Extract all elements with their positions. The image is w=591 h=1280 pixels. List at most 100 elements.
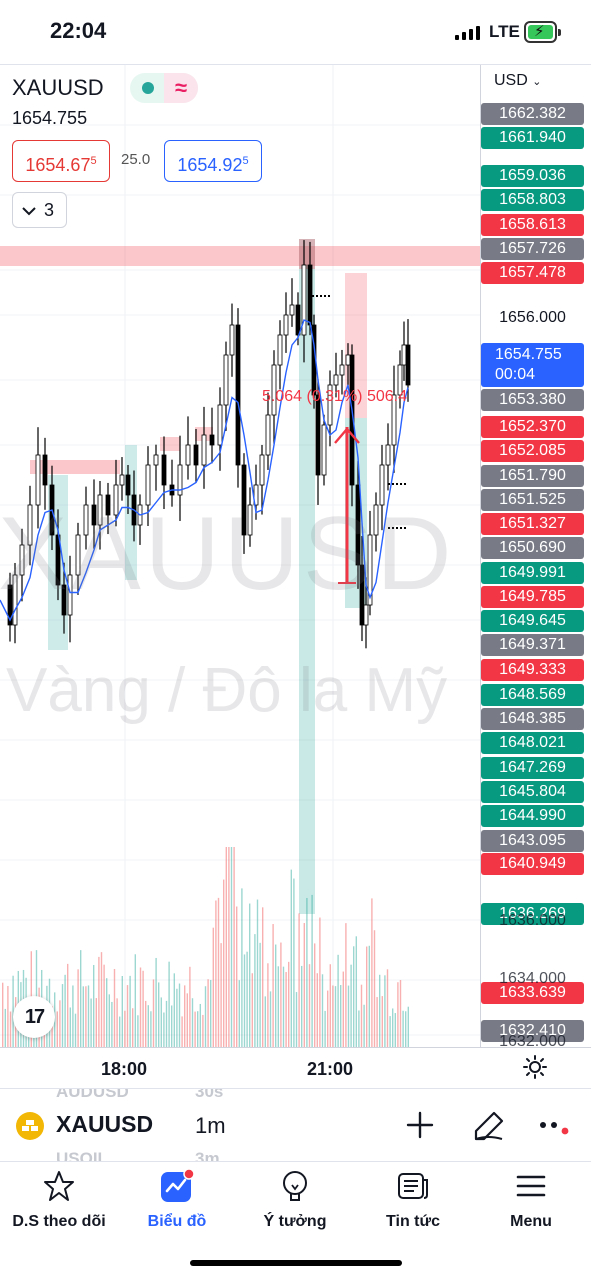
candle-body <box>333 374 339 386</box>
price-tag: 1652.085 <box>481 440 584 462</box>
price-tag: 1657.478 <box>481 262 584 284</box>
bar-countdown: 00:04 <box>495 366 536 383</box>
price-tag: 1649.991 <box>481 562 584 584</box>
supply-zone <box>160 437 180 451</box>
menu-icon <box>514 1169 548 1203</box>
candle-body <box>75 534 81 576</box>
add-icon[interactable] <box>404 1109 436 1141</box>
volume-bar <box>93 964 95 1047</box>
tab-ideas[interactable]: Ý tưởng <box>236 1169 354 1231</box>
volume-bar <box>152 979 155 1047</box>
candle-body <box>295 304 301 336</box>
volume-bar <box>376 997 378 1047</box>
divider <box>0 64 591 65</box>
price-tag: 1636.269 <box>481 903 584 925</box>
price-tag: 1649.333 <box>481 659 584 681</box>
price-chart[interactable] <box>0 65 480 1087</box>
volume-bar <box>342 971 344 1047</box>
tradingview-logo-icon[interactable]: 17 <box>13 996 55 1038</box>
drawing-tool-icon[interactable] <box>472 1109 506 1143</box>
sell-button[interactable]: 1654.675 <box>12 140 110 182</box>
symbol-selector[interactable]: XAUUSD <box>56 1111 154 1137</box>
interval-selector[interactable]: 1m <box>195 1113 226 1138</box>
ghost-interval: 3m <box>195 1149 220 1162</box>
volume-bar <box>329 964 331 1047</box>
candle-body <box>277 334 283 366</box>
candle-body <box>125 474 131 496</box>
supply-zone <box>299 239 315 269</box>
volume-bar <box>295 992 298 1047</box>
axis-tick: 1634.000 <box>499 970 566 987</box>
tab-chart[interactable]: Biểu đồ <box>118 1168 236 1231</box>
indicators-toggle[interactable]: 3 <box>12 192 67 228</box>
indicator-count: 3 <box>44 200 55 220</box>
tab-menu[interactable]: Menu <box>472 1169 590 1231</box>
volume-bar <box>230 847 233 1047</box>
price-tag: 1643.095 <box>481 830 584 852</box>
market-status-pill[interactable]: ≈ <box>130 73 198 103</box>
ask-price: 1654.92 <box>177 155 243 175</box>
volume-bar <box>85 986 87 1047</box>
price-tag: 1649.785 <box>481 586 584 608</box>
candle-body <box>113 484 119 516</box>
volume-bar <box>100 952 103 1047</box>
tab-news[interactable]: Tin tức <box>354 1169 472 1231</box>
volume-bar <box>360 984 363 1047</box>
volume-bar <box>306 897 308 1047</box>
volume-bar <box>2 982 4 1047</box>
candle-body <box>19 544 25 576</box>
live-price-tag: 1654.755 00:04 <box>481 343 584 387</box>
volume-bar <box>386 969 389 1047</box>
volume-bar <box>324 1010 326 1047</box>
price-tag: 1650.690 <box>481 537 584 559</box>
candle-body <box>119 474 125 486</box>
volume-bar <box>334 986 337 1047</box>
home-indicator <box>190 1260 402 1266</box>
volume-bar <box>277 966 279 1047</box>
volume-bar <box>298 913 300 1047</box>
currency-selector[interactable]: USD ⌄ <box>494 72 541 90</box>
chevron-down-icon <box>22 193 36 227</box>
volume-bar <box>124 1010 126 1047</box>
ghost-symbol: AUDUSD <box>56 1088 129 1101</box>
volume-bar <box>134 954 136 1047</box>
buy-button[interactable]: 1654.925 <box>164 140 262 182</box>
tab-watchlist[interactable]: D.S theo dõi <box>0 1169 118 1231</box>
price-tag: 1656.000 <box>499 309 566 326</box>
settings-gear-icon[interactable] <box>522 1054 548 1080</box>
volume-bar <box>314 943 316 1047</box>
volume-bar <box>223 879 225 1047</box>
volume-bar <box>366 946 368 1047</box>
volume-bar <box>327 990 329 1047</box>
candle-body <box>145 464 151 506</box>
price-tag: 1658.613 <box>481 214 584 236</box>
volume-bar <box>392 1008 394 1047</box>
candle-body <box>217 404 223 446</box>
volume-bar <box>285 971 287 1047</box>
volume-bar <box>319 917 321 1047</box>
chart-pane[interactable]: XAUUSD 1 Vàng / Đô la Mỹ <box>0 65 480 1087</box>
measure-arrow <box>334 427 360 444</box>
measure-label: 5.064 (0.31%) 506.4 <box>262 388 407 405</box>
volume-bar <box>259 942 261 1047</box>
candle-body <box>185 444 191 466</box>
volume-bar <box>332 985 334 1047</box>
volume-bar <box>132 1008 134 1047</box>
volume-bar <box>64 974 66 1047</box>
ghost-interval: 30s <box>195 1088 224 1101</box>
time-axis[interactable]: 18:00 21:00 <box>0 1047 591 1087</box>
volume-bar <box>199 1003 201 1047</box>
chart-symbol-title[interactable]: XAUUSD <box>12 75 104 100</box>
price-tag: 1644.990 <box>481 805 584 827</box>
volume-bar <box>74 1013 77 1047</box>
volume-bar <box>121 975 123 1047</box>
volume-bar <box>243 954 246 1047</box>
candle-body <box>209 434 215 446</box>
price-tag: 1645.804 <box>481 781 584 803</box>
candle-body <box>193 444 199 466</box>
volume-bar <box>311 894 313 1047</box>
candle-body <box>91 504 97 526</box>
volume-bar <box>194 1011 196 1047</box>
more-options-icon[interactable] <box>538 1117 572 1137</box>
volume-bar <box>95 998 97 1047</box>
